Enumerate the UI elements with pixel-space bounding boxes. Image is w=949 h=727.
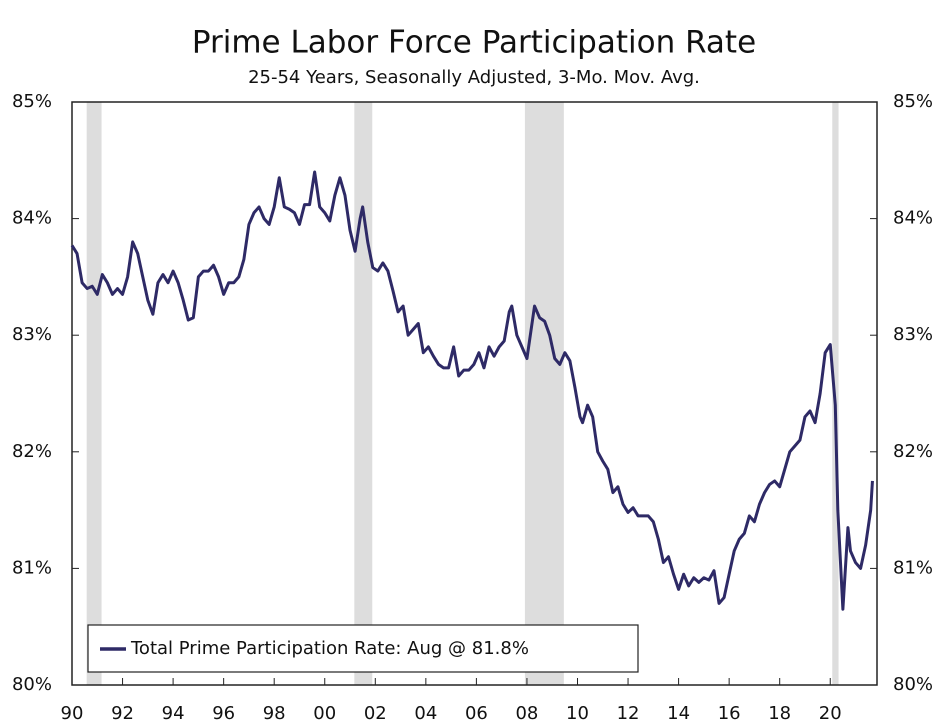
- plot-frame: [71, 101, 878, 686]
- y-tick-label: 83%: [12, 324, 52, 345]
- y2-tick-label: 84%: [893, 208, 933, 229]
- x-tick-label: 02: [364, 703, 387, 724]
- y-tick-label: 80%: [12, 674, 52, 695]
- x-tick-label: 18: [768, 703, 791, 724]
- chart-title: Prime Labor Force Participation Rate: [192, 25, 756, 61]
- y-tick-label: 82%: [12, 441, 52, 462]
- recession-band: [524, 102, 564, 685]
- x-tick-label: 94: [162, 703, 185, 724]
- x-tick-label: 98: [263, 703, 286, 724]
- y2-tick-label: 80%: [893, 674, 933, 695]
- y-tick-label: 81%: [12, 557, 52, 578]
- y2-tick-label: 83%: [893, 324, 933, 345]
- x-tick-label: 20: [819, 703, 842, 724]
- y2-tick-label: 82%: [893, 441, 933, 462]
- x-tick-label: 04: [414, 703, 437, 724]
- series-line: [70, 170, 874, 611]
- x-tick-label: 00: [313, 703, 336, 724]
- y2-tick-label: 85%: [893, 91, 933, 112]
- x-tick-label: 96: [212, 703, 235, 724]
- recession-band: [86, 102, 102, 685]
- y-tick-label: 84%: [12, 208, 52, 229]
- y2-tick-label: 81%: [893, 557, 933, 578]
- x-tick-label: 92: [111, 703, 134, 724]
- x-tick-label: 14: [667, 703, 690, 724]
- recession-band: [354, 102, 373, 685]
- x-tick-label: 06: [465, 703, 488, 724]
- legend-box: [87, 624, 639, 673]
- x-tick-label: 90: [61, 703, 84, 724]
- legend-label: Total Prime Participation Rate: Aug @ 81…: [130, 638, 529, 659]
- chart-subtitle: 25-54 Years, Seasonally Adjusted, 3-Mo. …: [248, 67, 700, 88]
- x-tick-label: 16: [718, 703, 741, 724]
- y-tick-label: 85%: [12, 91, 52, 112]
- x-tick-label: 12: [617, 703, 640, 724]
- x-tick-label: 08: [515, 703, 538, 724]
- x-tick-label: 10: [566, 703, 589, 724]
